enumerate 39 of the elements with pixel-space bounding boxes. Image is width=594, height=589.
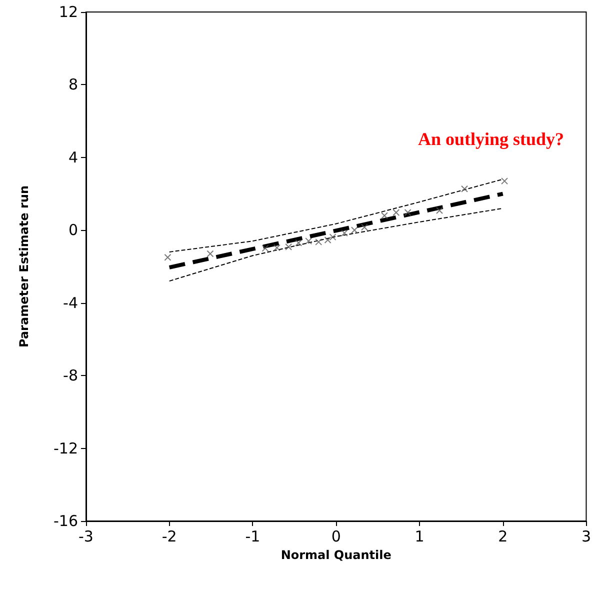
y-axis-title: Parameter Estimate run	[17, 185, 31, 348]
point	[340, 230, 348, 237]
y-tick-label: -16	[54, 512, 78, 530]
point	[360, 224, 368, 231]
y-tick-label: 0	[68, 221, 78, 240]
point	[329, 234, 336, 241]
y-tick-label: -4	[63, 294, 78, 312]
x-tick-label: 1	[414, 528, 424, 546]
x-tick-label: -2	[162, 528, 177, 546]
point	[461, 185, 468, 192]
point	[436, 207, 443, 214]
x-axis-title: Normal Quantile	[280, 548, 392, 562]
x-tick-label: -1	[245, 528, 260, 546]
point	[285, 243, 292, 250]
y-tick-label: 4	[68, 148, 78, 166]
point	[315, 238, 322, 246]
y-tick-label: -12	[54, 439, 78, 458]
point	[501, 178, 508, 185]
point	[164, 254, 172, 261]
point	[206, 250, 214, 258]
y-tick-label: 12	[58, 3, 78, 21]
point	[295, 239, 302, 246]
point	[380, 212, 388, 220]
y-tick-label: 8	[68, 76, 78, 94]
y-tick-label: -8	[63, 366, 78, 385]
point	[324, 236, 332, 244]
point	[305, 238, 312, 245]
point	[404, 209, 412, 216]
x-tick-label: 2	[498, 528, 508, 546]
line-series	[168, 208, 504, 282]
line-series	[168, 178, 504, 252]
x-tick-label: 0	[331, 528, 341, 546]
point	[273, 244, 280, 252]
annotation: An outlying study?	[418, 129, 564, 149]
point	[262, 244, 269, 252]
x-tick-label: -3	[78, 528, 94, 546]
point	[350, 226, 358, 234]
x-tick-label: 3	[581, 528, 591, 546]
point	[392, 209, 400, 216]
